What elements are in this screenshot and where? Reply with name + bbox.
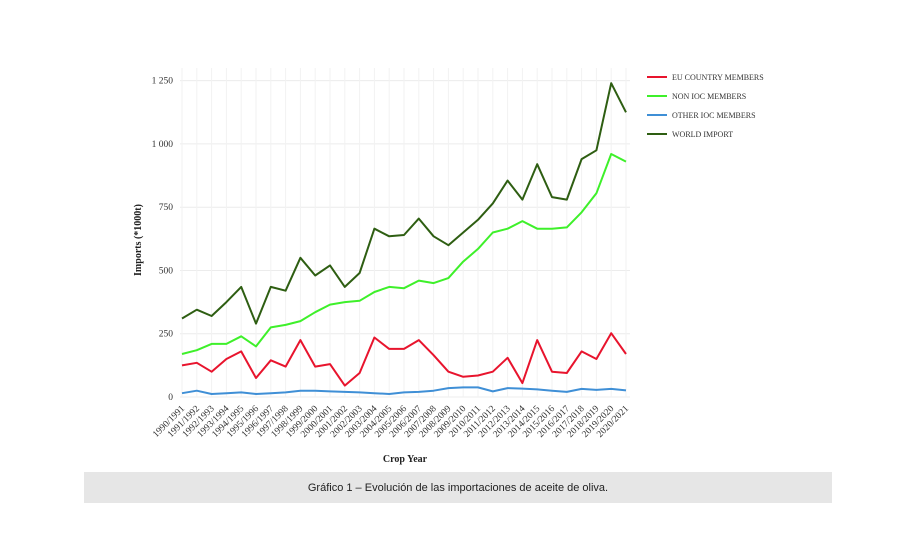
y-tick-label: 0 (168, 393, 173, 403)
y-tick-label: 500 (159, 266, 174, 276)
legend: EU COUNTRY MEMBERS NON IOC MEMBERS OTHER I… (647, 73, 764, 139)
y-tick-label: 1 000 (152, 140, 174, 150)
series-line-eu-country-members (181, 332, 627, 387)
series-lines (181, 82, 627, 395)
y-tick-label: 750 (159, 203, 174, 213)
legend-label-eu-country-members: EU COUNTRY MEMBERS (672, 73, 764, 82)
legend-label-other-ioc-members: OTHER IOC MEMBERS (672, 111, 756, 120)
legend-label-world-import: WORLD IMPORT (672, 130, 733, 139)
series-line-non-ioc-members (181, 153, 627, 355)
x-axis-title: Crop Year (383, 454, 428, 465)
y-axis-ticks: 0 250 500 750 1 000 1 250 (152, 77, 174, 403)
y-tick-label: 250 (159, 330, 174, 340)
line-chart: 0 250 500 750 1 000 1 250 1990/19911991/19921… (133, 68, 764, 465)
figure-caption: Gráfico 1 – Evolución de las importacion… (84, 472, 832, 503)
y-axis-title: Imports (*1000t) (133, 204, 144, 276)
series-line-world-import (181, 82, 627, 325)
y-tick-label: 1 250 (152, 77, 174, 87)
series-line-other-ioc-members (181, 386, 627, 395)
legend-label-non-ioc-members: NON IOC MEMBERS (672, 92, 746, 101)
chart-area: 0 250 500 750 1 000 1 250 1990/1991 1991/1992 1… (133, 68, 764, 465)
grid-lines (180, 68, 630, 398)
x-axis-ticks: 1990/19911991/19921992/19931993/19941994… (151, 404, 631, 440)
